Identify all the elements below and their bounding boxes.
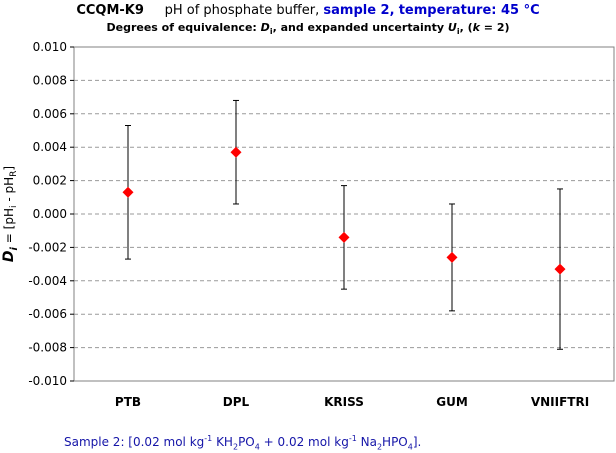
footnote-part: ]. xyxy=(412,435,422,449)
footnote-part: -1 xyxy=(204,434,213,443)
data-point-vniiftri xyxy=(554,263,566,275)
y-tick-label: 0.000 xyxy=(33,207,67,221)
y-tick-label: -0.010 xyxy=(28,374,67,388)
y-tick-label: -0.006 xyxy=(28,307,67,321)
subtitle-part: , ( xyxy=(459,21,473,34)
data-point-ptb xyxy=(122,186,134,198)
y-tick-label: 0.004 xyxy=(33,140,67,154)
data-points xyxy=(122,146,566,275)
footnote-part: HPO xyxy=(382,435,408,449)
title-temperature: temperature: 45 °C xyxy=(398,3,540,18)
y-tick-label: -0.004 xyxy=(28,274,67,288)
data-point-dpl xyxy=(230,146,242,158)
error-bars xyxy=(125,99,563,350)
footnote-part: 4 xyxy=(254,442,260,452)
y-tick-label: -0.002 xyxy=(28,240,67,254)
data-point-kriss xyxy=(338,231,350,243)
chart-subtitle: Degrees of equivalence: Di, and expanded… xyxy=(0,21,616,36)
subtitle-part: i xyxy=(456,27,460,37)
y-axis-label: Di = [pHi - pHR] xyxy=(1,166,20,262)
x-category-label: GUM xyxy=(436,395,468,409)
grid-lines xyxy=(74,79,614,349)
title-code: CCQM-K9 xyxy=(76,3,144,18)
x-category-label: DPL xyxy=(223,395,250,409)
chart-title: CCQM-K9 pH of phosphate buffer, sample 2… xyxy=(0,3,616,18)
subtitle-part: k xyxy=(472,21,480,34)
footnote-part: 2 xyxy=(232,442,239,452)
footnote-part: PO xyxy=(238,435,255,449)
footnote-part: KH xyxy=(212,435,233,449)
footnote-part: Na xyxy=(356,435,377,449)
footnote-part: -1 xyxy=(348,434,357,443)
y-tick-label: -0.008 xyxy=(28,341,67,355)
footnote-part: 4 xyxy=(407,442,413,452)
y-axis-ticks: 0.010 0.008 0.006 0.004 0.002 0.000 -0.002 -0.0… xyxy=(28,40,74,388)
y-tick-label: 0.002 xyxy=(33,174,67,188)
data-point-gum xyxy=(446,251,458,263)
footnote: Sample 2: [0.02 mol kg-1 KH2PO4 + 0.02 m… xyxy=(64,434,421,451)
subtitle-part: i xyxy=(269,27,273,37)
footnote-part: + 0.02 mol kg xyxy=(259,435,349,449)
title-subject: pH of phosphate buffer, xyxy=(164,3,320,18)
subtitle-part: , and expanded uncertainty xyxy=(272,21,445,34)
y-tick-label: 0.008 xyxy=(33,73,67,87)
y-tick-label: 0.006 xyxy=(33,107,67,121)
subtitle-part: D xyxy=(260,21,270,34)
x-category-label: KRISS xyxy=(324,395,364,409)
y-tick-label: 0.010 xyxy=(33,40,67,54)
footnote-part: 2 xyxy=(376,442,383,452)
subtitle-part: = 2) xyxy=(479,21,510,34)
subtitle-part: Degrees of equivalence: xyxy=(106,21,257,34)
title-sample: sample 2, xyxy=(323,3,395,18)
footnote-part: Sample 2: [0.02 mol kg xyxy=(64,435,205,449)
x-category-label: VNIIFTRI xyxy=(531,395,589,409)
x-category-label: PTB xyxy=(115,395,141,409)
x-axis-labels: PTB DPL KRISS GUM VNIIFTRI xyxy=(115,395,589,409)
subtitle-part: U xyxy=(447,21,457,34)
